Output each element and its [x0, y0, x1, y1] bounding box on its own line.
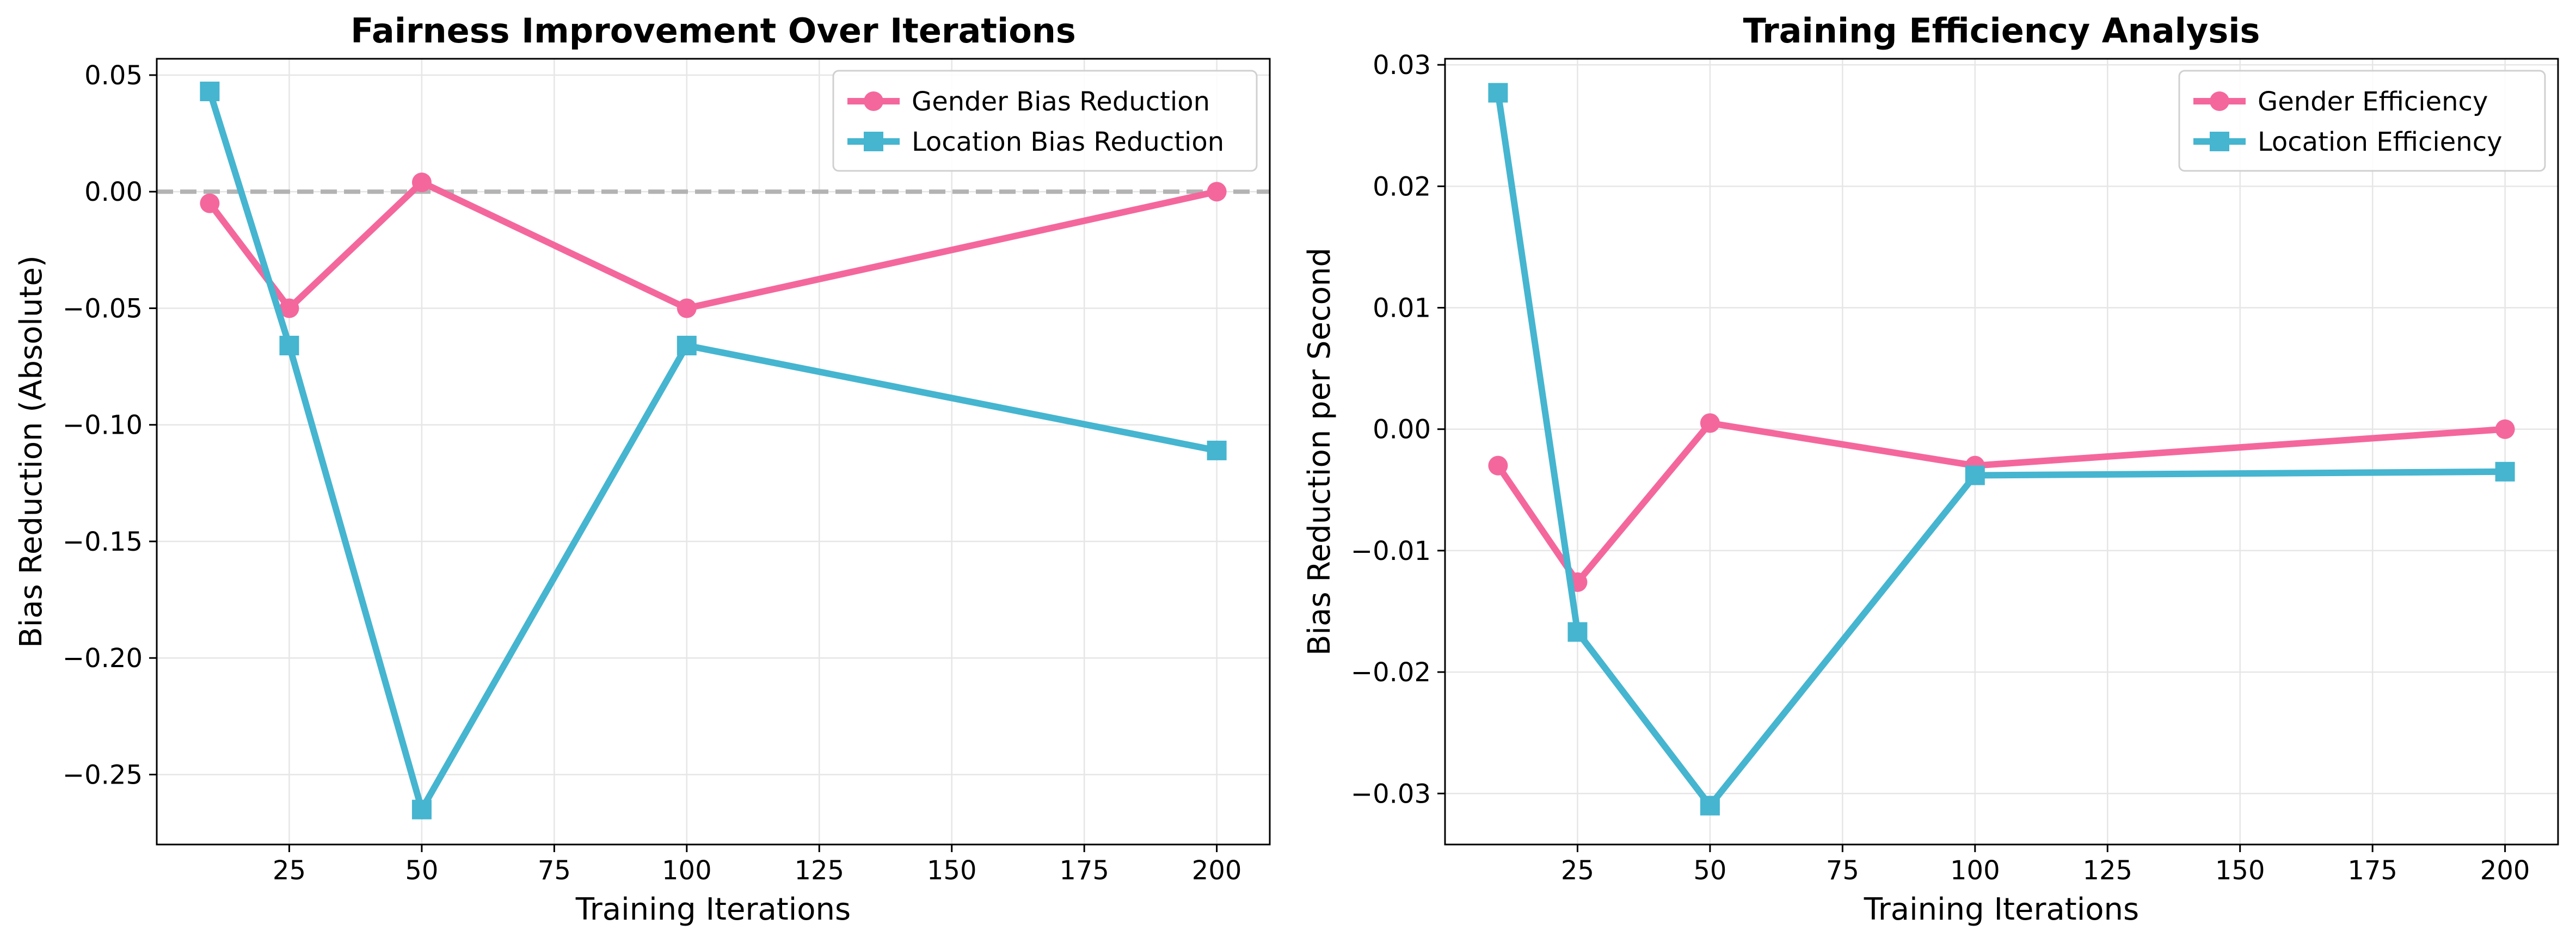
x-tick-label: 100 [1950, 855, 2000, 886]
y-tick-label: −0.20 [63, 643, 143, 674]
legend-label: Gender Efficiency [2258, 87, 2488, 117]
y-tick-label: 0.05 [84, 60, 143, 91]
y-tick-label: −0.01 [1351, 536, 1431, 566]
data-point [411, 172, 432, 193]
data-point [1965, 465, 1985, 485]
series-1 [200, 81, 1227, 819]
y-tick-label: −0.02 [1351, 657, 1431, 688]
x-tick-label: 50 [1693, 855, 1726, 886]
y-axis-label: Bias Reduction (Absolute) [14, 255, 49, 648]
series-line [1495, 92, 2505, 809]
data-point [677, 336, 697, 356]
y-tick-label: 0.00 [1373, 415, 1431, 445]
legend: Gender Bias Reduction Location Bias Reduc… [832, 70, 1258, 172]
x-tick-label: 200 [1192, 855, 1242, 886]
y-tick-label: −0.03 [1351, 779, 1431, 809]
x-tick-label: 25 [273, 855, 306, 886]
data-point [1700, 796, 1720, 816]
legend-item: Location Bias Reduction [847, 127, 1224, 157]
x-tick-label: 100 [662, 855, 712, 886]
x-tick-label: 50 [405, 855, 438, 886]
x-tick-label: 25 [1561, 855, 1594, 886]
x-tick-label: 175 [2347, 855, 2397, 886]
plot-frame [156, 58, 1271, 846]
data-point [1700, 413, 1720, 433]
chart-training-efficiency: 25 50 75 100 125 150 175 200 0.03 0.02 0.01 0.00 −0.… [1302, 11, 2559, 927]
legend-marker [864, 91, 883, 111]
x-tick-label: 200 [2480, 855, 2530, 886]
legend-label: Location Bias Reduction [912, 127, 1224, 157]
data-point [1207, 440, 1227, 460]
y-tick-label: 0.00 [84, 177, 143, 207]
legend-box [832, 70, 1258, 172]
legend: Gender Efficiency Location Efficiency [2178, 70, 2546, 172]
x-tick-label: 125 [2082, 855, 2132, 886]
y-tick-label: 0.03 [1373, 50, 1431, 81]
grid [157, 59, 1270, 845]
data-point [677, 298, 697, 318]
data-point [1567, 622, 1588, 642]
x-tick-label: 175 [1059, 855, 1109, 886]
y-tick-label: 0.02 [1373, 171, 1431, 202]
x-tick-label: 75 [538, 855, 571, 886]
series-line [207, 179, 1218, 312]
y-axis-label: Bias Reduction per Second [1302, 248, 1337, 656]
y-tick-label: −0.10 [63, 410, 143, 441]
x-tick-label: 150 [927, 855, 977, 886]
legend-marker [2210, 91, 2229, 111]
legend-box [2178, 70, 2546, 172]
data-point [1488, 455, 1508, 476]
chart-fairness-improvement: 25 50 75 100 125 150 175 200 0.05 0.00 −0.05 −0.10 −… [14, 11, 1271, 927]
y-tick-label: 0.01 [1373, 293, 1431, 324]
series-0 [200, 172, 1227, 318]
data-point [1207, 182, 1227, 202]
legend-item: Location Efficiency [2193, 127, 2502, 157]
grid [1445, 59, 2558, 845]
x-tick-label: 75 [1826, 855, 1859, 886]
series-line [206, 90, 1218, 813]
data-point [2495, 419, 2515, 439]
series-line [1495, 420, 2506, 585]
x-axis-label: Training Iterations [575, 892, 851, 927]
data-point [200, 193, 220, 213]
data-point [411, 799, 432, 819]
legend-marker [2210, 132, 2229, 151]
x-tick-label: 150 [2215, 855, 2265, 886]
data-point [2495, 461, 2515, 482]
chart-title: Training Efficiency Analysis [1743, 11, 2260, 51]
y-tick-label: −0.15 [63, 527, 143, 557]
legend-marker [864, 132, 883, 151]
legend-label: Location Efficiency [2258, 127, 2502, 157]
y-tick-label: −0.25 [63, 760, 143, 790]
legend-item: Gender Bias Reduction [847, 87, 1210, 117]
y-tick-label: −0.05 [63, 293, 143, 324]
legend-item: Gender Efficiency [2193, 87, 2488, 117]
data-point [279, 336, 299, 356]
x-axis-label: Training Iterations [1864, 892, 2139, 927]
chart-title: Fairness Improvement Over Iterations [351, 11, 1076, 51]
series-1 [1488, 83, 2515, 816]
data-point [200, 81, 220, 101]
data-point [1488, 83, 1508, 103]
x-tick-label: 125 [794, 855, 844, 886]
plot-frame [1444, 58, 2559, 846]
legend-label: Gender Bias Reduction [912, 87, 1210, 117]
series-0 [1488, 413, 2515, 592]
data-point [279, 298, 299, 318]
